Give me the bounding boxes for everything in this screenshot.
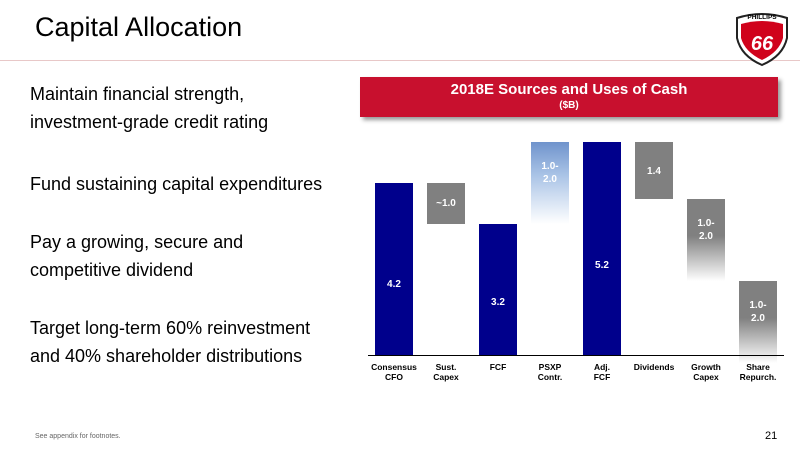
value-label: 1.0- 2.0 [541,160,559,185]
bullet: Fund sustaining capital expenditures [30,174,323,194]
slide-title: Capital Allocation [35,12,243,42]
x-tick-label: Share Repurch. [739,362,777,382]
value-label: 1.0- 2.0 [697,218,715,243]
bar [635,141,673,200]
value-label: ~1.0 [436,198,456,210]
logo-name: PHILLIPS [747,14,777,21]
page-number: 21 [765,430,778,442]
footnote: See appendix for footnotes. [35,433,121,440]
x-tick-label: Sust. Capex [433,362,459,382]
x-tick-label: Dividends [633,362,675,372]
bar [427,182,465,224]
bar [375,182,413,355]
bar [739,281,777,364]
x-tick-label: PSXP Contr. [537,362,563,382]
value-label: 5.2 [595,260,609,272]
bullet: Target long-term 60% reinvestment and 40… [30,318,311,366]
bar [531,141,569,224]
value-label: 1.4 [647,165,661,177]
value-label: 1.0- 2.0 [749,300,767,325]
chart-header: 2018E Sources and Uses of Cash ($B) [360,77,778,117]
x-tick-label: Adj. FCF [593,362,611,382]
chart-subtitle: ($B) [559,100,579,111]
bar [687,199,725,282]
value-label: 4.2 [387,278,401,290]
x-tick-label: Growth Capex [691,362,721,382]
bullet: Pay a growing, secure and competitive di… [30,232,244,280]
bar [583,141,621,355]
value-label: 3.2 [491,296,505,308]
x-tick-label: FCF [489,362,507,372]
chart-title: 2018E Sources and Uses of Cash [450,81,688,98]
baseline [368,355,784,356]
x-tick-label: Consensus CFO [371,362,417,382]
logo-number: 66 [751,33,774,55]
logo: PHILLIPS 66 [736,13,788,67]
bullet: Maintain financial strength, investment-… [30,84,269,132]
bar [479,223,517,355]
title-rule [0,60,800,61]
